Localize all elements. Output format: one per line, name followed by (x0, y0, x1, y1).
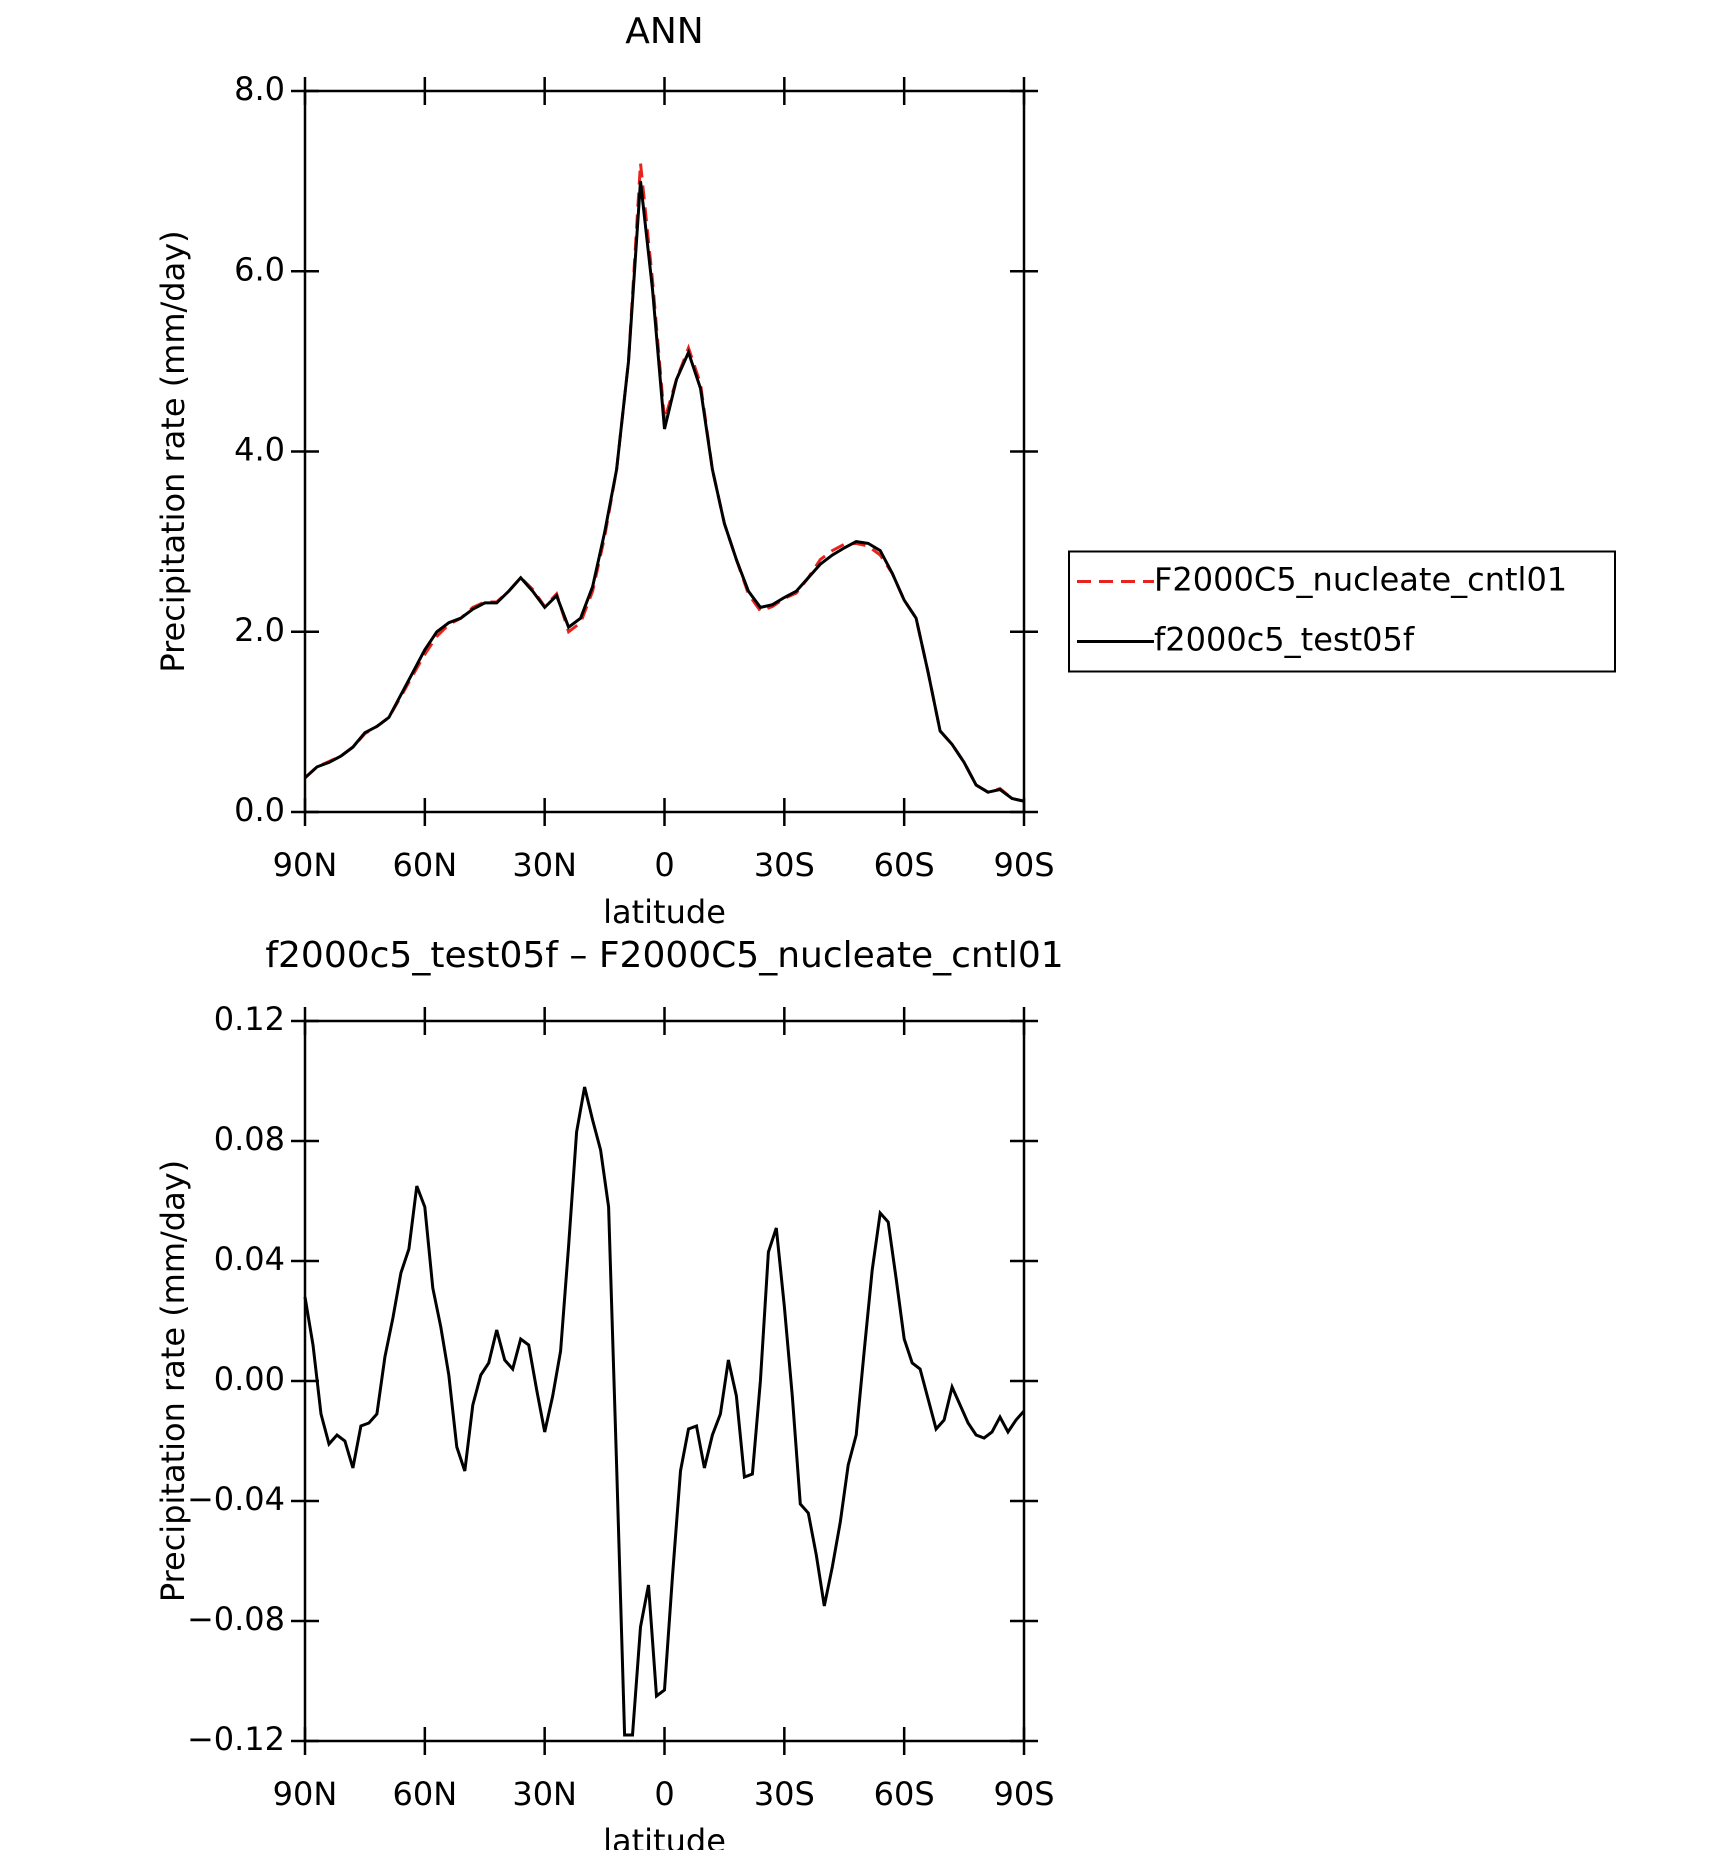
y-tick-label: 0.00 (214, 1360, 285, 1398)
y-tick-label: 0.04 (214, 1240, 285, 1278)
data-line (303, 180, 1025, 803)
y-tick-label: 2.0 (234, 611, 285, 649)
x-tick-label: 90S (993, 846, 1054, 884)
x-axis-label: latitude (603, 1822, 726, 1850)
y-tick-label: 8.0 (234, 70, 285, 108)
y-axis-label: Precipitation rate (mm/day) (154, 1160, 192, 1602)
y-tick-label: −0.04 (187, 1480, 285, 1518)
x-axis-label: latitude (603, 893, 726, 931)
data-line (303, 1086, 1026, 1737)
x-tick-label: 90S (993, 1775, 1054, 1813)
y-tick-label: 6.0 (234, 250, 285, 288)
x-tick-label: 90N (273, 1775, 338, 1813)
y-tick-label: −0.12 (187, 1720, 285, 1758)
y-tick-label: 0.0 (234, 791, 285, 829)
x-tick-label: 60S (874, 1775, 935, 1813)
legend-box (1068, 550, 1616, 673)
plot-frame (303, 1019, 1026, 1743)
x-tick-label: 0 (654, 1775, 674, 1813)
x-tick-label: 60S (874, 846, 935, 884)
chart-title: f2000c5_test05f – F2000C5_nucleate_cntl0… (265, 935, 1063, 976)
x-tick-label: 30N (512, 1775, 577, 1813)
y-tick-label: −0.08 (187, 1600, 285, 1638)
x-tick-label: 30S (754, 1775, 815, 1813)
x-tick-label: 90N (273, 846, 338, 884)
y-tick-label: 4.0 (234, 431, 285, 469)
x-tick-label: 30S (754, 846, 815, 884)
legend-label: F2000C5_nucleate_cntl01 (1154, 561, 1567, 599)
x-tick-label: 0 (654, 846, 674, 884)
chart-title: ANN (625, 11, 704, 52)
x-tick-label: 30N (512, 846, 577, 884)
plot-frame (303, 89, 1026, 814)
y-tick-label: 0.08 (214, 1120, 285, 1158)
legend-label: f2000c5_test05f (1154, 621, 1415, 659)
x-tick-label: 60N (393, 1775, 458, 1813)
x-tick-label: 60N (393, 846, 458, 884)
y-tick-label: 0.12 (214, 1000, 285, 1038)
data-line (303, 162, 1025, 803)
y-axis-label: Precipitation rate (mm/day) (154, 230, 192, 672)
